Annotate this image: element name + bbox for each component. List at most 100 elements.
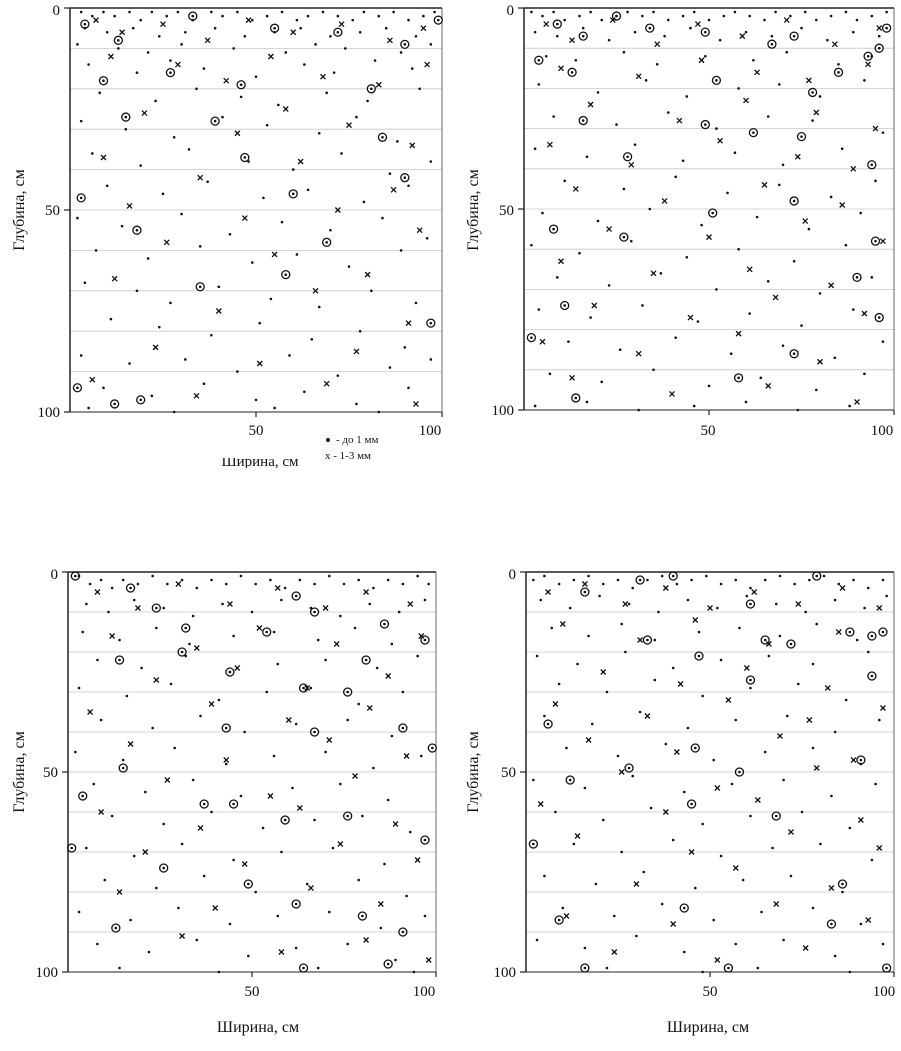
point-circled bbox=[383, 959, 393, 969]
point-dot bbox=[690, 578, 693, 582]
point-dot bbox=[316, 638, 320, 642]
point-dot bbox=[833, 356, 837, 360]
point-dot bbox=[653, 638, 657, 642]
point-x bbox=[692, 617, 699, 623]
point-dot bbox=[663, 34, 666, 38]
point-dot bbox=[530, 243, 533, 247]
point-dot bbox=[394, 958, 397, 962]
point-dot bbox=[674, 175, 677, 179]
ylabel-3: Глубина, см bbox=[11, 731, 28, 812]
point-circled bbox=[565, 775, 575, 785]
point-circled bbox=[281, 269, 291, 280]
point-x bbox=[364, 271, 371, 278]
point-dot bbox=[250, 18, 254, 22]
point-circled bbox=[76, 193, 86, 203]
point-dot bbox=[841, 890, 844, 894]
ytick-4-100: 100 bbox=[494, 965, 517, 981]
point-x bbox=[390, 186, 397, 193]
point-dot bbox=[362, 200, 366, 204]
point-dot bbox=[313, 818, 316, 822]
point-dot bbox=[224, 582, 228, 586]
point-dot bbox=[541, 211, 544, 215]
ylabel-2: Глубина, см bbox=[465, 169, 482, 250]
point-dot bbox=[615, 123, 618, 126]
point-dot bbox=[741, 878, 745, 882]
point-dot bbox=[863, 79, 866, 82]
point-dot bbox=[377, 410, 381, 414]
point-dot bbox=[272, 630, 276, 634]
point-dot bbox=[811, 119, 814, 122]
point-dot bbox=[641, 304, 644, 307]
point-x bbox=[407, 601, 414, 607]
point-dot bbox=[539, 598, 543, 602]
point-dot bbox=[633, 30, 637, 34]
point-x bbox=[197, 174, 204, 181]
point-dot bbox=[180, 43, 183, 46]
point-dot bbox=[379, 926, 383, 930]
point-x bbox=[241, 215, 248, 222]
point-dot bbox=[778, 634, 782, 638]
point-dot bbox=[221, 14, 224, 18]
point-dot bbox=[236, 370, 239, 373]
chart-panel-1 bbox=[64, 7, 443, 417]
point-x bbox=[558, 258, 564, 265]
point-x bbox=[572, 185, 579, 192]
point-dot bbox=[180, 578, 184, 582]
point-dot bbox=[154, 99, 157, 103]
point-x bbox=[363, 589, 370, 595]
point-dot bbox=[265, 14, 269, 18]
point-dot bbox=[401, 690, 405, 694]
point-circled bbox=[291, 899, 301, 909]
point-dot bbox=[675, 582, 679, 586]
point-dot bbox=[390, 642, 394, 646]
point-x bbox=[418, 633, 425, 639]
point-dot bbox=[664, 742, 668, 746]
point-dot bbox=[659, 272, 663, 275]
point-x bbox=[694, 21, 701, 28]
point-dot bbox=[210, 10, 213, 14]
point-dot bbox=[331, 846, 335, 850]
point-x bbox=[215, 308, 222, 314]
point-dot bbox=[657, 610, 660, 614]
point-dot bbox=[357, 878, 361, 882]
point-dot bbox=[317, 131, 321, 135]
point-dot bbox=[355, 402, 358, 406]
point-dot bbox=[556, 34, 559, 38]
point-circled bbox=[826, 919, 837, 929]
point-dot bbox=[306, 188, 310, 192]
point-dot bbox=[778, 574, 782, 578]
point-dot bbox=[548, 372, 552, 376]
point-x bbox=[223, 77, 230, 84]
point-dot bbox=[284, 51, 288, 54]
point-dot bbox=[855, 638, 859, 642]
point-x bbox=[839, 202, 846, 208]
point-dot bbox=[572, 578, 576, 582]
point-dot bbox=[98, 91, 102, 95]
point-x bbox=[835, 629, 842, 635]
point-circled bbox=[181, 623, 191, 633]
point-dot bbox=[79, 354, 83, 357]
point-dot bbox=[533, 404, 537, 408]
point-dot bbox=[140, 666, 143, 670]
point-x bbox=[688, 849, 695, 855]
point-dot bbox=[755, 215, 759, 219]
point-dot bbox=[811, 746, 815, 750]
point-dot bbox=[340, 152, 343, 155]
point-dot bbox=[646, 578, 649, 582]
point-dot bbox=[425, 236, 429, 240]
point-dot bbox=[722, 14, 726, 18]
point-dot bbox=[343, 47, 347, 50]
point-x bbox=[687, 314, 694, 321]
point-circled bbox=[70, 571, 81, 581]
point-x bbox=[416, 227, 423, 234]
point-x bbox=[600, 669, 607, 675]
point-dot bbox=[829, 14, 833, 18]
point-x bbox=[743, 97, 749, 104]
point-dot bbox=[607, 38, 611, 42]
point-dot bbox=[594, 882, 598, 886]
point-x bbox=[714, 957, 721, 963]
point-dot bbox=[303, 390, 306, 394]
point-circled bbox=[700, 119, 710, 130]
xtick-2-100: 100 bbox=[871, 423, 894, 439]
point-dot bbox=[613, 914, 616, 918]
